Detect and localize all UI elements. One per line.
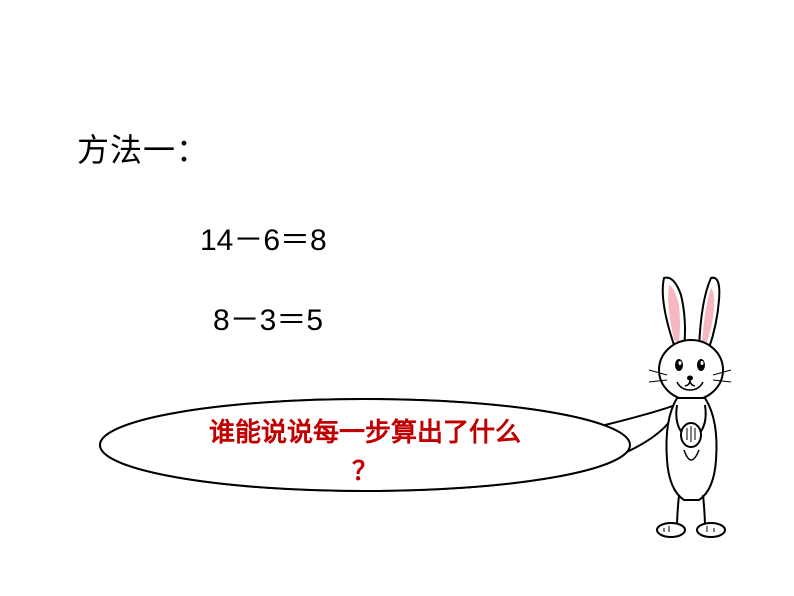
method-title: 方法一： <box>77 125 209 171</box>
bubble-line2: ？ <box>352 457 378 486</box>
equation-1: 14－6＝8 <box>200 215 327 259</box>
equation-2: 8－3＝5 <box>213 295 323 339</box>
speech-bubble: 谁能说说每一步算出了什么 ？ <box>85 395 685 505</box>
speech-bubble-text: 谁能说说每一步算出了什么 ？ <box>165 413 565 491</box>
bubble-line1: 谁能说说每一步算出了什么 <box>209 418 521 447</box>
rabbit-illustration <box>629 270 759 540</box>
